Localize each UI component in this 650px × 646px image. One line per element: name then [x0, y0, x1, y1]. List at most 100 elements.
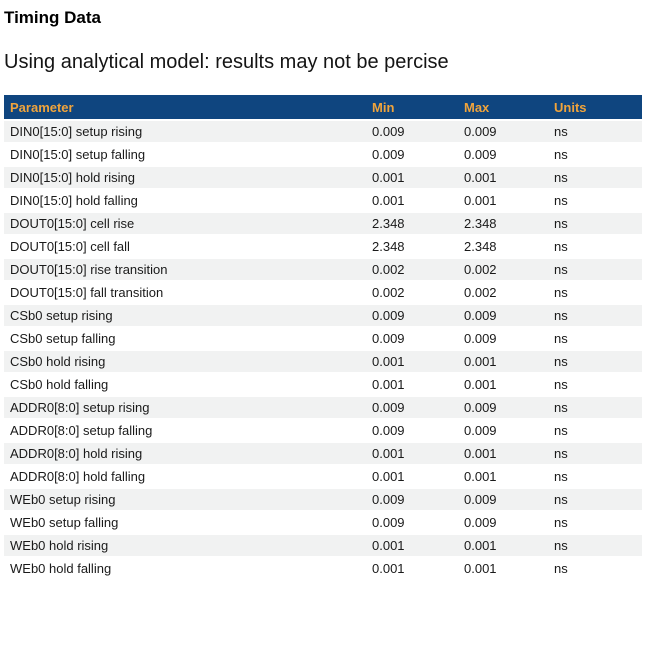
cell-max: 0.009: [458, 488, 548, 512]
cell-max: 2.348: [458, 235, 548, 259]
table-row: DIN0[15:0] hold rising 0.001 0.001 ns: [4, 166, 642, 190]
cell-units: ns: [548, 189, 642, 213]
cell-min: 0.001: [366, 350, 458, 374]
cell-parameter: DOUT0[15:0] cell fall: [4, 235, 366, 259]
table-header-row: Parameter Min Max Units: [4, 95, 642, 121]
cell-units: ns: [548, 511, 642, 535]
timing-report-page: Timing Data Using analytical model: resu…: [4, 8, 642, 581]
table-row: ADDR0[8:0] setup rising 0.009 0.009 ns: [4, 396, 642, 420]
table-body: DIN0[15:0] setup rising 0.009 0.009 ns DIN0[…: [4, 120, 642, 581]
cell-units: ns: [548, 281, 642, 305]
cell-max: 0.009: [458, 120, 548, 144]
cell-max: 0.009: [458, 419, 548, 443]
cell-units: ns: [548, 419, 642, 443]
cell-min: 0.009: [366, 143, 458, 167]
table-row: ADDR0[8:0] hold falling 0.001 0.001 ns: [4, 465, 642, 489]
cell-units: ns: [548, 442, 642, 466]
cell-units: ns: [548, 396, 642, 420]
cell-min: 0.009: [366, 396, 458, 420]
cell-min: 0.001: [366, 189, 458, 213]
cell-max: 0.009: [458, 511, 548, 535]
cell-min: 0.009: [366, 120, 458, 144]
cell-max: 0.001: [458, 534, 548, 558]
table-row: WEb0 hold rising 0.001 0.001 ns: [4, 534, 642, 558]
table-row: CSb0 setup falling 0.009 0.009 ns: [4, 327, 642, 351]
cell-min: 0.001: [366, 557, 458, 581]
table-row: DIN0[15:0] hold falling 0.001 0.001 ns: [4, 189, 642, 213]
cell-max: 0.001: [458, 442, 548, 466]
cell-parameter: ADDR0[8:0] hold rising: [4, 442, 366, 466]
table-row: WEb0 setup falling 0.009 0.009 ns: [4, 511, 642, 535]
cell-max: 2.348: [458, 212, 548, 236]
column-header-min: Min: [366, 95, 458, 121]
cell-parameter: DIN0[15:0] hold rising: [4, 166, 366, 190]
cell-max: 0.001: [458, 373, 548, 397]
table-row: DOUT0[15:0] rise transition 0.002 0.002 ns: [4, 258, 642, 282]
cell-parameter: DIN0[15:0] hold falling: [4, 189, 366, 213]
table-row: CSb0 hold rising 0.001 0.001 ns: [4, 350, 642, 374]
cell-units: ns: [548, 143, 642, 167]
cell-min: 0.002: [366, 258, 458, 282]
cell-parameter: ADDR0[8:0] hold falling: [4, 465, 366, 489]
cell-units: ns: [548, 258, 642, 282]
table-row: ADDR0[8:0] hold rising 0.001 0.001 ns: [4, 442, 642, 466]
timing-table: Parameter Min Max Units DIN0[15:0] setup…: [4, 95, 642, 581]
table-row: ADDR0[8:0] setup falling 0.009 0.009 ns: [4, 419, 642, 443]
cell-units: ns: [548, 373, 642, 397]
cell-units: ns: [548, 120, 642, 144]
cell-min: 2.348: [366, 235, 458, 259]
cell-parameter: DOUT0[15:0] fall transition: [4, 281, 366, 305]
table-row: DOUT0[15:0] cell rise 2.348 2.348 ns: [4, 212, 642, 236]
cell-units: ns: [548, 235, 642, 259]
cell-max: 0.002: [458, 258, 548, 282]
cell-parameter: ADDR0[8:0] setup rising: [4, 396, 366, 420]
cell-min: 0.002: [366, 281, 458, 305]
page-title: Timing Data: [4, 8, 101, 27]
cell-max: 0.009: [458, 327, 548, 351]
table-row: CSb0 hold falling 0.001 0.001 ns: [4, 373, 642, 397]
cell-min: 0.001: [366, 465, 458, 489]
cell-units: ns: [548, 488, 642, 512]
cell-parameter: CSb0 hold rising: [4, 350, 366, 374]
cell-min: 0.009: [366, 419, 458, 443]
cell-parameter: WEb0 setup rising: [4, 488, 366, 512]
cell-units: ns: [548, 212, 642, 236]
cell-max: 0.001: [458, 465, 548, 489]
table-row: DOUT0[15:0] fall transition 0.002 0.002 ns: [4, 281, 642, 305]
cell-units: ns: [548, 534, 642, 558]
cell-max: 0.009: [458, 143, 548, 167]
table-row: CSb0 setup rising 0.009 0.009 ns: [4, 304, 642, 328]
table-row: DOUT0[15:0] cell fall 2.348 2.348 ns: [4, 235, 642, 259]
cell-units: ns: [548, 166, 642, 190]
cell-units: ns: [548, 304, 642, 328]
cell-min: 0.009: [366, 488, 458, 512]
cell-min: 0.009: [366, 304, 458, 328]
cell-parameter: DOUT0[15:0] rise transition: [4, 258, 366, 282]
cell-max: 0.001: [458, 166, 548, 190]
cell-min: 2.348: [366, 212, 458, 236]
cell-max: 0.001: [458, 350, 548, 374]
cell-min: 0.009: [366, 327, 458, 351]
column-header-max: Max: [458, 95, 548, 121]
cell-max: 0.002: [458, 281, 548, 305]
cell-min: 0.001: [366, 373, 458, 397]
cell-max: 0.009: [458, 304, 548, 328]
cell-units: ns: [548, 327, 642, 351]
cell-parameter: WEb0 setup falling: [4, 511, 366, 535]
cell-min: 0.001: [366, 442, 458, 466]
cell-parameter: DIN0[15:0] setup falling: [4, 143, 366, 167]
cell-parameter: DOUT0[15:0] cell rise: [4, 212, 366, 236]
column-header-parameter: Parameter: [4, 95, 366, 121]
cell-parameter: DIN0[15:0] setup rising: [4, 120, 366, 144]
cell-units: ns: [548, 350, 642, 374]
cell-parameter: CSb0 setup falling: [4, 327, 366, 351]
cell-min: 0.001: [366, 534, 458, 558]
page-subtitle: Using analytical model: results may not …: [4, 51, 449, 73]
table-row: WEb0 hold falling 0.001 0.001 ns: [4, 557, 642, 581]
cell-parameter: ADDR0[8:0] setup falling: [4, 419, 366, 443]
cell-parameter: WEb0 hold falling: [4, 557, 366, 581]
cell-parameter: WEb0 hold rising: [4, 534, 366, 558]
column-header-units: Units: [548, 95, 642, 121]
cell-max: 0.001: [458, 189, 548, 213]
cell-max: 0.001: [458, 557, 548, 581]
